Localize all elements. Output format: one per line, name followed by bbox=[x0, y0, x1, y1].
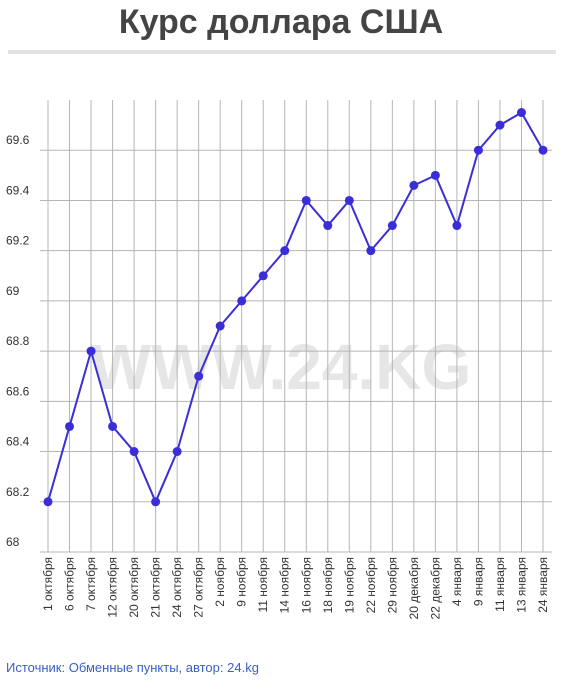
y-tick-label: 68.8 bbox=[6, 334, 30, 348]
title-rule bbox=[8, 50, 556, 54]
point bbox=[387, 221, 397, 231]
point bbox=[86, 346, 96, 356]
point bbox=[301, 195, 311, 205]
x-tick-label: 24 октября bbox=[170, 557, 184, 618]
x-tick-label: 6 октября bbox=[63, 557, 77, 611]
point bbox=[280, 246, 290, 256]
point bbox=[344, 195, 354, 205]
point bbox=[151, 497, 161, 507]
x-tick-label: 20 декабря bbox=[407, 557, 421, 619]
point bbox=[430, 170, 440, 180]
x-tick-label: 1 октября bbox=[41, 557, 55, 611]
x-tick-label: 20 октября bbox=[127, 557, 141, 618]
x-tick-label: 11 января bbox=[493, 557, 507, 612]
x-tick-label: 7 октября bbox=[84, 557, 98, 611]
x-tick-label: 21 октября bbox=[149, 557, 163, 618]
x-tick-label: 13 января bbox=[514, 557, 528, 613]
y-tick-label: 69 bbox=[6, 284, 20, 298]
point bbox=[129, 447, 139, 457]
point bbox=[538, 145, 548, 155]
x-tick-label: 22 ноября bbox=[364, 557, 378, 613]
chart-title: Курс доллара США bbox=[119, 3, 443, 41]
x-tick-label: 24 января bbox=[536, 557, 550, 613]
x-tick-label: 29 ноября bbox=[385, 557, 399, 613]
y-tick-label: 68.6 bbox=[6, 384, 30, 398]
y-tick-label: 69.6 bbox=[6, 133, 30, 147]
x-tick-label: 11 ноября bbox=[256, 557, 270, 613]
point bbox=[452, 221, 462, 231]
x-tick-label: 16 ноября bbox=[299, 557, 313, 613]
point bbox=[194, 371, 204, 381]
x-tick-label: 9 января bbox=[471, 557, 485, 606]
x-tick-label: 9 ноября bbox=[235, 557, 249, 607]
point bbox=[43, 497, 53, 507]
watermark: WWW.24.KG bbox=[91, 331, 471, 403]
x-tick-label: 18 ноября bbox=[321, 557, 335, 613]
source: Источник: Обменные пункты, автор: 24.kg bbox=[6, 660, 259, 675]
y-tick-label: 68 bbox=[6, 535, 20, 549]
y-tick-label: 68.4 bbox=[6, 435, 30, 449]
point bbox=[172, 447, 182, 457]
point bbox=[409, 180, 419, 190]
point bbox=[516, 108, 526, 118]
y-tick-label: 68.2 bbox=[6, 485, 30, 499]
line bbox=[47, 111, 544, 505]
x-tick-label: 14 ноября bbox=[278, 557, 292, 613]
y-tick-label: 69.2 bbox=[6, 234, 30, 248]
point bbox=[237, 296, 247, 306]
point bbox=[215, 321, 225, 331]
y-tick-label: 69.4 bbox=[6, 183, 30, 197]
point bbox=[108, 421, 118, 431]
x-tick-label: 19 ноября bbox=[342, 557, 356, 613]
point bbox=[323, 221, 333, 231]
point bbox=[495, 120, 505, 130]
x-tick-label: 22 декабря bbox=[428, 557, 442, 619]
x-tick-label: 2 ноября bbox=[213, 557, 227, 607]
x-tick-label: 27 октября bbox=[192, 557, 206, 618]
point bbox=[366, 246, 376, 256]
point bbox=[258, 271, 268, 281]
point bbox=[65, 421, 75, 431]
x-tick-label: 12 октября bbox=[106, 557, 120, 618]
x-tick-label: 4 января bbox=[450, 557, 464, 606]
point bbox=[473, 145, 483, 155]
